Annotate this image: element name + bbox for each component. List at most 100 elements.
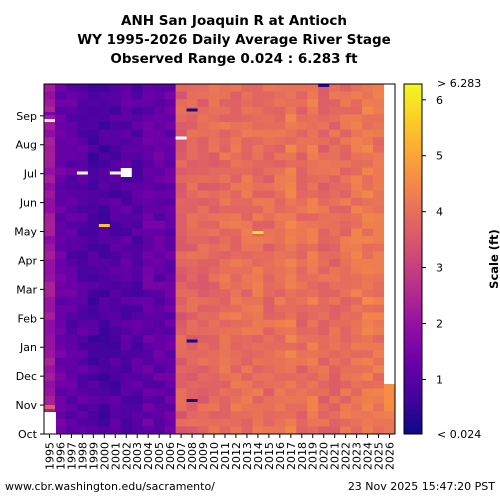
heatmap-cell — [351, 289, 363, 298]
heatmap-cell — [131, 144, 144, 153]
heatmap-cell — [164, 388, 177, 397]
heatmap-cell — [65, 91, 78, 100]
heatmap-cell — [296, 175, 308, 184]
heatmap-cell — [186, 243, 198, 252]
heatmap-cell — [65, 243, 78, 252]
heatmap-cell — [263, 373, 275, 382]
heatmap-cell — [142, 122, 155, 131]
heatmap-cell — [373, 380, 385, 389]
heatmap-cell — [373, 418, 385, 427]
heatmap-cell — [329, 312, 341, 321]
heatmap-cell — [373, 152, 385, 161]
heatmap-cell — [252, 365, 264, 374]
heatmap-cell — [120, 388, 133, 397]
x-tick-label-2018: 2018 — [296, 442, 309, 470]
y-tick-label-jan: Jan — [19, 341, 37, 354]
heatmap-cell — [208, 418, 220, 427]
heatmap-cell — [164, 220, 177, 229]
heatmap-cell — [362, 319, 374, 328]
heatmap-cell — [98, 289, 111, 298]
heatmap-cell — [44, 365, 56, 374]
heatmap-cell — [153, 198, 166, 207]
heatmap-cell — [373, 327, 385, 336]
heatmap-cell — [274, 205, 286, 214]
heatmap-cell — [307, 122, 319, 131]
heatmap-cell — [318, 213, 330, 222]
heatmap-cell — [263, 213, 275, 222]
heatmap-cell — [109, 304, 122, 313]
heatmap-cell — [285, 213, 297, 222]
heatmap-cell — [329, 190, 341, 199]
heatmap-cell — [87, 122, 100, 131]
heatmap-cell — [164, 266, 177, 275]
heatmap-cell — [307, 395, 319, 404]
y-tick-label-aug: Aug — [16, 139, 37, 152]
heatmap-cell — [263, 327, 275, 336]
heatmap-cell — [76, 289, 89, 298]
heatmap-cell — [142, 388, 155, 397]
heatmap-cell — [329, 388, 341, 397]
heatmap-cell — [76, 259, 89, 268]
heatmap-cell — [120, 198, 133, 207]
heatmap-cell — [175, 365, 187, 374]
heatmap-cell — [241, 426, 253, 435]
heatmap-cell — [263, 182, 275, 191]
heatmap-cell — [197, 335, 209, 344]
heatmap-cell — [241, 205, 253, 214]
heatmap-cell — [197, 144, 209, 153]
heatmap-cell — [164, 129, 177, 138]
heatmap-cell — [87, 251, 100, 260]
heatmap-cell — [263, 403, 275, 412]
heatmap-cell — [186, 274, 198, 283]
heatmap-cell — [65, 251, 78, 260]
heatmap-cell — [98, 84, 111, 93]
heatmap-cell — [274, 365, 286, 374]
heatmap-cell — [373, 99, 385, 108]
heatmap-cell — [230, 205, 242, 214]
heatmap-cell — [274, 403, 286, 412]
heatmap-cell — [142, 373, 155, 382]
heatmap-cell — [109, 403, 122, 412]
heatmap-cell — [186, 350, 198, 359]
heatmap-cell — [98, 403, 111, 412]
heatmap-cell — [329, 251, 341, 260]
heatmap-cell — [362, 175, 374, 184]
heatmap-cell — [44, 167, 56, 176]
heatmap-cell — [76, 411, 89, 420]
heatmap-cell — [120, 106, 133, 115]
heatmap-cell — [263, 152, 275, 161]
heatmap-cell — [362, 266, 374, 275]
heatmap-cell — [175, 198, 187, 207]
heatmap-cell — [142, 99, 155, 108]
heatmap-cell — [186, 289, 198, 298]
heatmap-cell — [175, 342, 187, 351]
heatmap-cell — [307, 312, 319, 321]
heatmap-cell — [153, 274, 166, 283]
heatmap-cell — [307, 373, 319, 382]
heatmap-cell — [252, 342, 264, 351]
heatmap-cell — [340, 220, 352, 229]
heatmap-cell — [307, 160, 319, 169]
heatmap-cell — [109, 266, 122, 275]
x-axis: 1995199619971998199920002001200220032004… — [43, 434, 397, 470]
heatmap-cell — [131, 304, 144, 313]
heatmap-cell — [98, 259, 111, 268]
heatmap-cell — [340, 99, 352, 108]
heatmap-speckle — [44, 119, 55, 122]
heatmap-cell — [274, 84, 286, 93]
heatmap-cell — [285, 266, 297, 275]
heatmap-cell — [230, 373, 242, 382]
heatmap-cell — [120, 144, 133, 153]
heatmap-cell — [186, 91, 198, 100]
heatmap-cell — [65, 266, 78, 275]
heatmap-cell — [285, 167, 297, 176]
heatmap-cell — [373, 251, 385, 260]
heatmap-cell — [340, 342, 352, 351]
heatmap-cell — [87, 350, 100, 359]
heatmap-cell — [373, 259, 385, 268]
heatmap-cell — [296, 182, 308, 191]
heatmap-cell — [87, 327, 100, 336]
heatmap-cell — [241, 160, 253, 169]
heatmap-cell — [230, 395, 242, 404]
heatmap-cell — [197, 395, 209, 404]
